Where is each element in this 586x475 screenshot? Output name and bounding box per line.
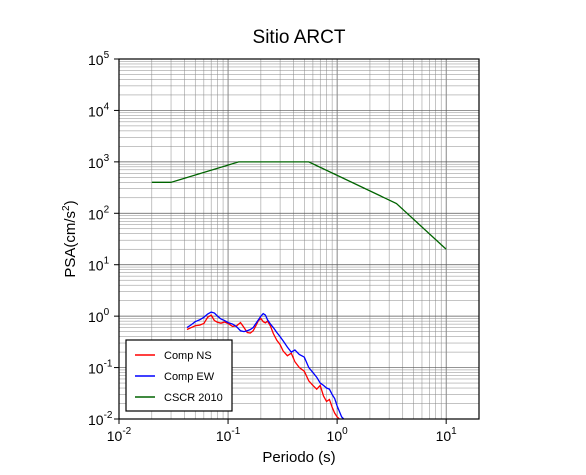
- y-tick-label: 100: [88, 307, 110, 325]
- y-tick-exp: 5: [104, 50, 110, 61]
- y-axis-label-close: ): [62, 200, 79, 205]
- y-tick-label: 104: [88, 101, 110, 119]
- series-line-0: [186, 314, 340, 419]
- x-tick-exp: -2: [122, 426, 131, 437]
- y-tick-base: 10: [88, 206, 104, 222]
- y-tick-exp: 1: [104, 256, 110, 267]
- y-axis-label-sup: 2: [61, 205, 72, 211]
- y-tick-label: 10-2: [88, 410, 113, 428]
- y-tick-base: 10: [88, 103, 104, 119]
- y-tick-label: 10-1: [88, 359, 113, 377]
- x-tick-base: 10: [436, 428, 452, 444]
- y-tick-exp: 4: [104, 101, 110, 112]
- series-line-1: [186, 311, 345, 419]
- x-tick-labels: 10-2 10-1 100 101: [107, 419, 457, 444]
- legend-label: CSCR 2010: [164, 392, 223, 404]
- x-tick-base: 10: [327, 428, 343, 444]
- y-tick-label: 101: [88, 256, 110, 274]
- x-tick-label: 100: [327, 426, 349, 444]
- x-tick-label: 10-1: [216, 426, 241, 444]
- x-tick-base: 10: [107, 428, 123, 444]
- y-axis-label-main: PSA(cm/s: [62, 211, 79, 278]
- legend: Comp NS Comp EW CSCR 2010: [125, 339, 233, 412]
- y-tick-base: 10: [88, 52, 104, 68]
- x-tick-label: 10-2: [107, 426, 132, 444]
- x-tick-label: 101: [436, 426, 458, 444]
- x-tick-exp: -1: [231, 426, 240, 437]
- y-tick-base: 10: [88, 412, 104, 428]
- legend-label: Comp NS: [164, 350, 212, 362]
- y-tick-base: 10: [88, 309, 104, 325]
- series-layer: [151, 161, 447, 419]
- y-tick-exp: 3: [104, 153, 110, 164]
- y-tick-base: 10: [88, 155, 104, 171]
- y-tick-label: 102: [88, 204, 110, 222]
- y-axis-label: PSA(cm/s2): [61, 200, 79, 277]
- y-tick-exp: -1: [104, 359, 113, 370]
- y-tick-exp: 0: [104, 307, 110, 318]
- x-tick-exp: 1: [451, 426, 457, 437]
- y-tick-label: 105: [88, 50, 110, 68]
- y-tick-base: 10: [88, 361, 104, 377]
- x-axis-label: Periodo (s): [262, 449, 335, 466]
- y-tick-label: 103: [88, 153, 110, 171]
- x-tick-base: 10: [216, 428, 232, 444]
- y-tick-exp: 2: [104, 204, 110, 215]
- legend-label: Comp EW: [164, 371, 215, 383]
- y-tick-base: 10: [88, 258, 104, 274]
- series-line-2: [151, 161, 447, 250]
- chart-title: Sitio ARCT: [253, 27, 346, 48]
- plot-frame: [118, 58, 480, 420]
- x-tick-exp: 0: [342, 426, 348, 437]
- y-tick-exp: -2: [104, 410, 113, 421]
